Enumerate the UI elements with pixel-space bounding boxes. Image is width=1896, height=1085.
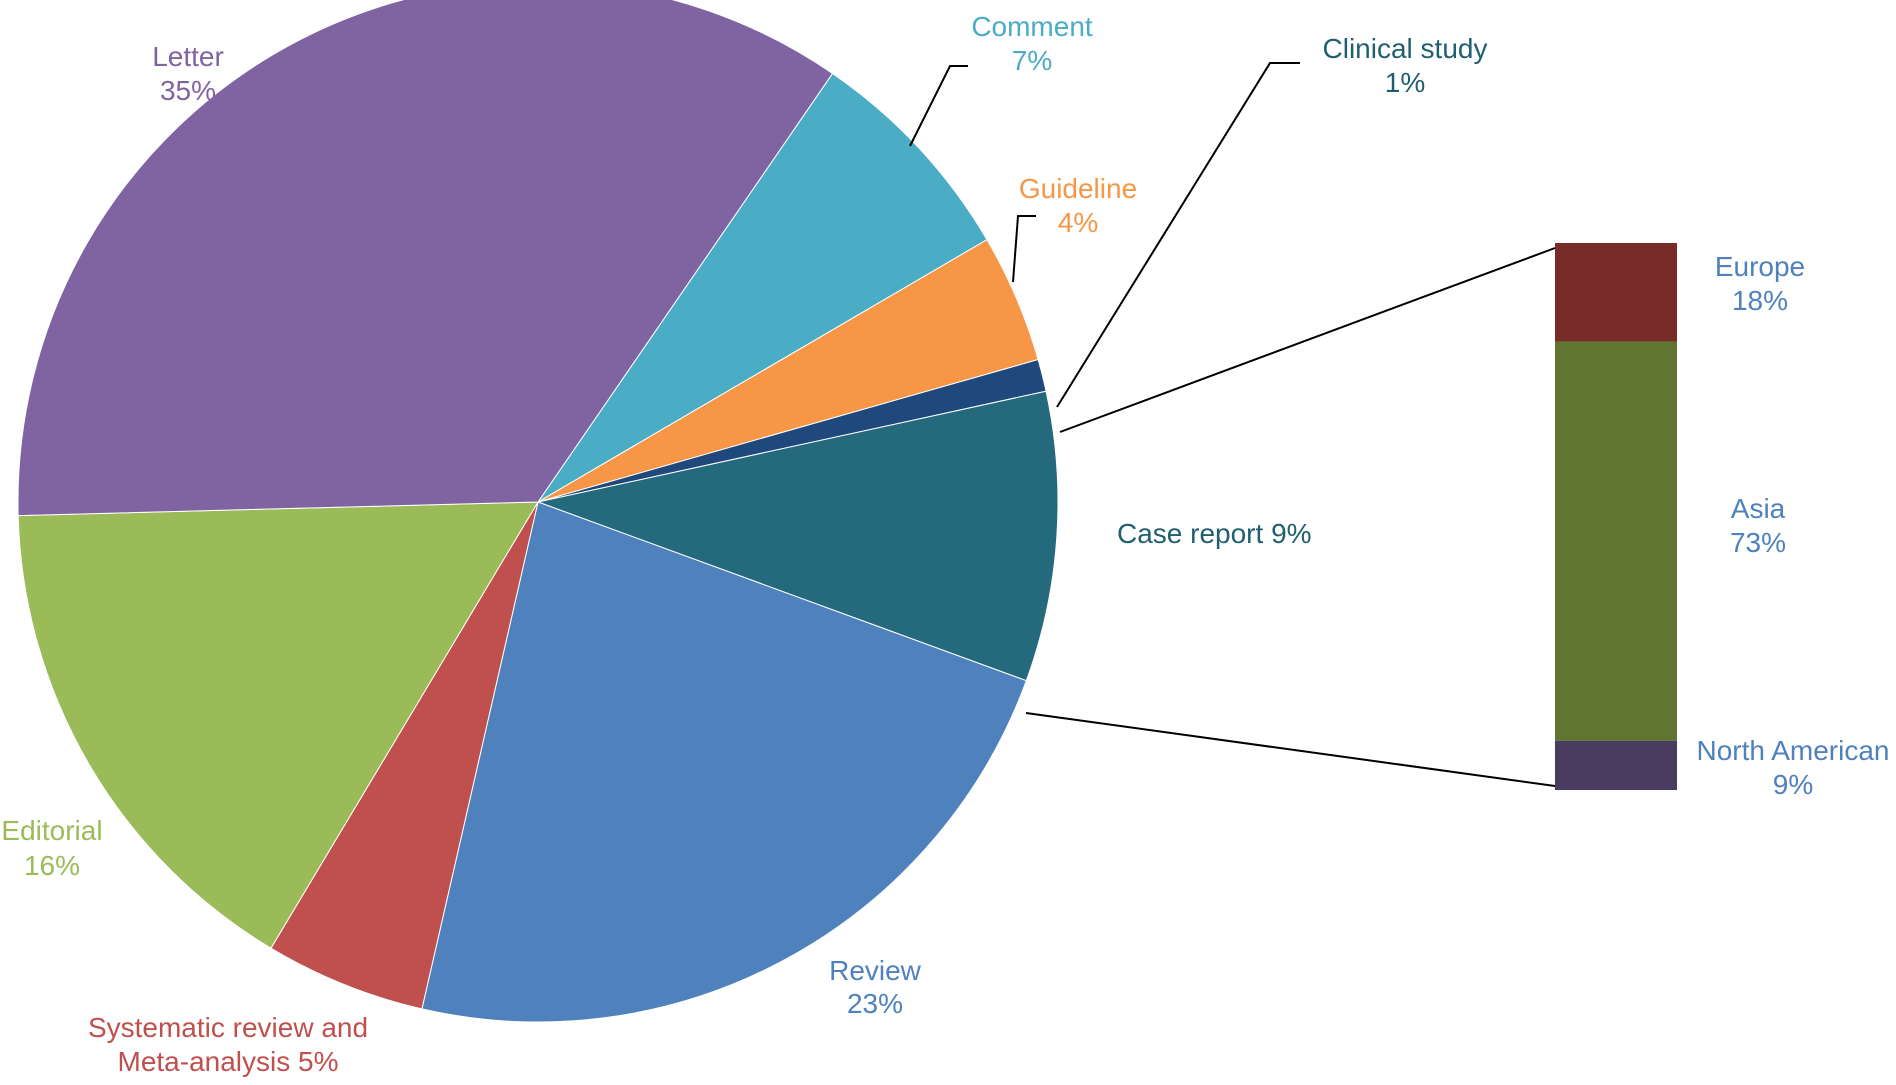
pie-slice-systematic-review-and (270, 501, 539, 1010)
breakdown-segment-asia (1555, 341, 1677, 741)
breakdown-bar (1555, 243, 1677, 790)
slice-label-comment: Comment (971, 11, 1093, 42)
slice-value-letter: 35% (160, 75, 216, 106)
pie-slices (17, 0, 1059, 1023)
slice-value-comment: 7% (1012, 45, 1052, 76)
breakdown-segment-north-american (1555, 740, 1677, 790)
slice-label-guideline: Guideline (1019, 173, 1137, 204)
slice-value-editorial: 16% (24, 850, 80, 881)
slice-label-clinical-study: Clinical study (1323, 33, 1488, 64)
slice-label-systematic-review-line2: Meta-analysis 5% (118, 1046, 339, 1077)
breakdown-segment-europe (1555, 243, 1677, 342)
slice-label-case-report: Case report 9% (1117, 518, 1312, 549)
breakdown-label-north-american: North American (1697, 735, 1890, 766)
slice-label-systematic-review-line1: Systematic review and (88, 1012, 368, 1043)
connector-line-top (1059, 247, 1556, 433)
pie-slice-editorial (17, 501, 539, 949)
breakdown-label-europe: Europe (1715, 251, 1805, 282)
slice-label-review: Review (829, 955, 922, 986)
breakdown-value-north-american: 9% (1773, 769, 1813, 800)
slice-value-review: 23% (847, 988, 903, 1019)
breakdown-value-asia: 73% (1730, 527, 1786, 558)
breakdown-label-asia: Asia (1731, 493, 1786, 524)
leader-line-guideline (1012, 215, 1036, 283)
leader-line-comment (909, 65, 968, 147)
breakdown-value-europe: 18% (1732, 285, 1788, 316)
slice-label-editorial: Editorial (1, 815, 102, 846)
leader-line-clinical-study (1056, 62, 1300, 408)
pie-slice-review (421, 501, 1027, 1023)
slice-value-guideline: 4% (1058, 207, 1098, 238)
pie-slice-comment (537, 72, 988, 503)
leader-lines (909, 62, 1556, 787)
pie-slice-case-report-9 (536, 390, 1059, 682)
connector-line-bottom (1025, 712, 1556, 787)
slice-label-letter: Letter (152, 41, 224, 72)
pie-slice-letter (17, 0, 834, 517)
slice-value-clinical-study: 1% (1385, 67, 1425, 98)
chart-labels: Letter 35% Comment 7% Guideline 4% Clini… (1, 11, 1889, 1077)
